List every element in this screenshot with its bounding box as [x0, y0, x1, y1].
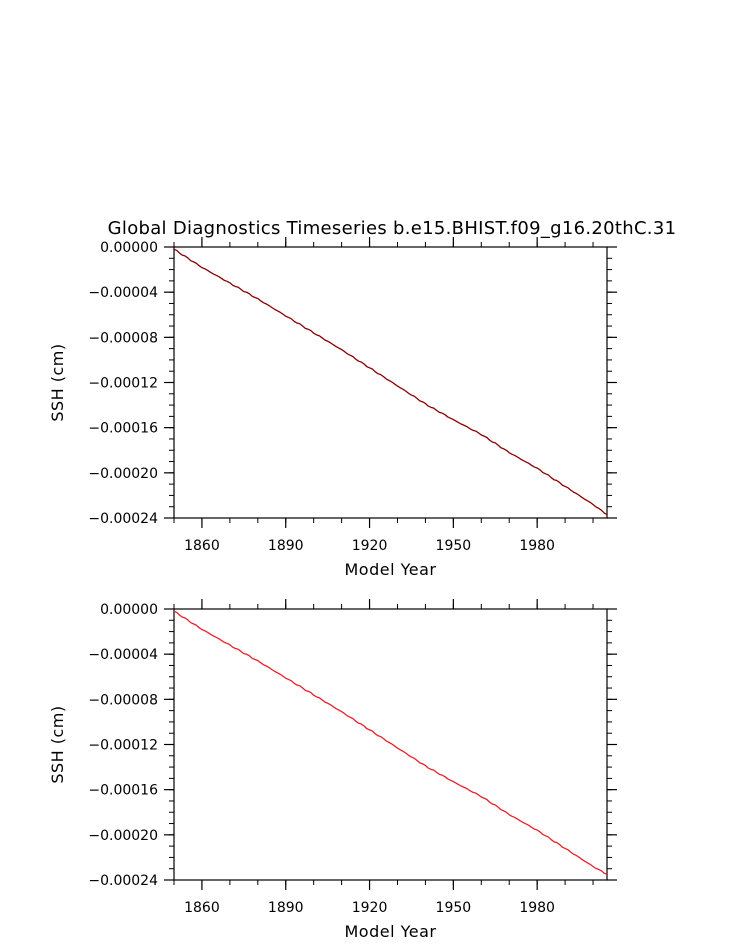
y-tick-label: −0.00016 [88, 783, 158, 799]
y-axis-label: SSH (cm) [48, 343, 67, 421]
y-tick-label: −0.00012 [88, 376, 158, 392]
figure-title: Global Diagnostics Timeseries b.e15.BHIS… [108, 218, 677, 239]
x-axis-label: Model Year [345, 922, 437, 941]
x-tick-label: 1980 [519, 538, 555, 554]
series-line [173, 610, 608, 875]
x-tick-label: 1920 [352, 900, 388, 916]
x-tick-label: 1920 [352, 538, 388, 554]
series-line [173, 248, 608, 516]
y-tick-label: −0.00008 [88, 330, 158, 346]
x-tick-label: 1890 [268, 900, 304, 916]
x-tick-label: 1950 [436, 900, 472, 916]
x-tick-label: 1860 [184, 538, 220, 554]
y-tick-label: −0.00008 [88, 692, 158, 708]
x-tick-label: 1890 [268, 538, 304, 554]
x-axis-label: Model Year [345, 560, 437, 579]
y-tick-label: −0.00020 [88, 466, 158, 482]
x-tick-label: 1980 [519, 900, 555, 916]
y-tick-label: −0.00004 [88, 647, 158, 663]
bottom-panel: 1860 1890 1920 1950 1980 0.00000 −0.00004 −0.00… [48, 599, 617, 941]
y-tick-label: 0.00000 [100, 602, 158, 618]
y-tick-label: −0.00024 [88, 873, 158, 889]
y-tick-label: 0.00000 [100, 240, 158, 256]
top-panel: 1860 1890 1920 1950 1980 0.00000 −0.00004 −0.00… [48, 237, 617, 579]
y-tick-label: −0.00004 [88, 285, 158, 301]
y-axis-label: SSH (cm) [48, 705, 67, 783]
y-tick-label: −0.00024 [88, 511, 158, 527]
y-tick-label: −0.00012 [88, 738, 158, 754]
x-tick-label: 1950 [436, 538, 472, 554]
x-tick-label: 1860 [184, 900, 220, 916]
y-tick-label: −0.00016 [88, 421, 158, 437]
y-tick-label: −0.00020 [88, 828, 158, 844]
